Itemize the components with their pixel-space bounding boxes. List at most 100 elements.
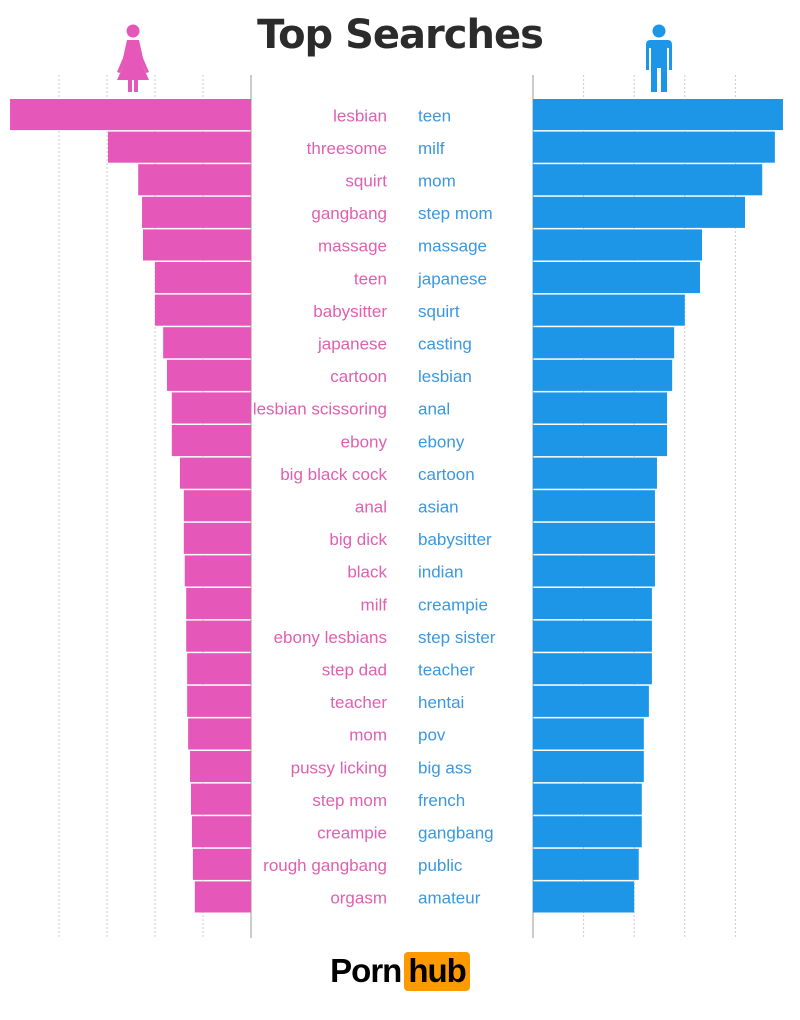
label-male: gangbang bbox=[418, 824, 494, 843]
bar-male-19 bbox=[533, 718, 644, 750]
bar-female-10 bbox=[171, 425, 251, 457]
bar-female-4 bbox=[143, 229, 251, 261]
pornhub-logo: Porn hub bbox=[0, 952, 800, 991]
bar-female-1 bbox=[107, 131, 252, 163]
bar-female-24 bbox=[194, 881, 251, 913]
bar-female-22 bbox=[191, 816, 251, 848]
bar-female-19 bbox=[188, 718, 251, 750]
label-male: indian bbox=[418, 563, 463, 582]
bar-male-5 bbox=[533, 262, 700, 294]
male-icon bbox=[646, 24, 672, 92]
bar-male-17 bbox=[533, 653, 652, 685]
bar-male-13 bbox=[533, 522, 655, 554]
bar-female-12 bbox=[183, 490, 251, 522]
label-female: teen bbox=[354, 269, 387, 288]
bar-female-6 bbox=[155, 294, 251, 326]
label-female: milf bbox=[361, 595, 388, 614]
bar-male-1 bbox=[533, 131, 775, 163]
label-female: pussy licking bbox=[291, 758, 387, 777]
bar-male-18 bbox=[533, 685, 649, 717]
bar-female-16 bbox=[186, 620, 251, 652]
bar-male-14 bbox=[533, 555, 655, 587]
bar-female-9 bbox=[171, 392, 251, 424]
label-female: big dick bbox=[329, 530, 387, 549]
bar-male-20 bbox=[533, 751, 644, 783]
label-female: massage bbox=[318, 237, 387, 256]
label-male: mom bbox=[418, 172, 456, 191]
bar-female-7 bbox=[163, 327, 251, 359]
label-female: big black cock bbox=[280, 465, 387, 484]
label-male: hentai bbox=[418, 693, 464, 712]
bar-male-22 bbox=[533, 816, 642, 848]
bar-male-21 bbox=[533, 783, 642, 815]
label-male: step sister bbox=[418, 628, 496, 647]
label-female: japanese bbox=[317, 335, 387, 354]
label-female: lesbian scissoring bbox=[253, 400, 387, 419]
label-female: step mom bbox=[312, 791, 387, 810]
label-male: cartoon bbox=[418, 465, 475, 484]
bar-female-2 bbox=[138, 164, 251, 196]
bar-female-23 bbox=[192, 848, 251, 880]
logo-part2: hub bbox=[404, 952, 470, 991]
bar-male-4 bbox=[533, 229, 703, 261]
label-female: teacher bbox=[330, 693, 387, 712]
bar-male-10 bbox=[533, 425, 668, 457]
bars bbox=[10, 99, 783, 913]
label-female: black bbox=[347, 563, 387, 582]
bar-male-3 bbox=[533, 196, 746, 228]
bar-female-0 bbox=[10, 99, 252, 131]
bar-male-9 bbox=[533, 392, 668, 424]
bar-male-8 bbox=[533, 359, 673, 391]
bar-male-23 bbox=[533, 848, 639, 880]
bar-male-11 bbox=[533, 457, 657, 489]
logo-part1: Porn bbox=[330, 952, 402, 989]
label-male: creampie bbox=[418, 595, 488, 614]
chart-title: Top Searches bbox=[257, 12, 544, 58]
label-male: teacher bbox=[418, 661, 475, 680]
label-female: babysitter bbox=[313, 302, 387, 321]
label-male: japanese bbox=[417, 269, 487, 288]
bar-male-2 bbox=[533, 164, 763, 196]
label-female: cartoon bbox=[330, 367, 387, 386]
bar-female-3 bbox=[142, 196, 251, 228]
label-female: rough gangbang bbox=[263, 856, 387, 875]
label-female: anal bbox=[355, 498, 387, 517]
labels: lesbian threesome squirt gangbang massage tee… bbox=[253, 106, 496, 907]
label-female: step dad bbox=[322, 661, 387, 680]
label-female: ebony bbox=[341, 432, 388, 451]
label-male: pov bbox=[418, 726, 446, 745]
label-male: big ass bbox=[418, 758, 472, 777]
label-female: squirt bbox=[345, 172, 387, 191]
bar-female-15 bbox=[186, 588, 251, 620]
label-female: creampie bbox=[317, 824, 387, 843]
bar-female-13 bbox=[183, 522, 251, 554]
bar-male-0 bbox=[533, 99, 783, 131]
female-icon bbox=[117, 24, 149, 92]
bar-male-7 bbox=[533, 327, 675, 359]
bar-female-8 bbox=[167, 359, 251, 391]
bar-female-5 bbox=[155, 262, 251, 294]
label-male: step mom bbox=[418, 204, 493, 223]
label-female: threesome bbox=[307, 139, 387, 158]
bar-male-15 bbox=[533, 588, 652, 620]
label-female: ebony lesbians bbox=[274, 628, 387, 647]
label-male: babysitter bbox=[418, 530, 492, 549]
label-male: french bbox=[418, 791, 465, 810]
label-female: orgasm bbox=[330, 889, 387, 908]
bar-female-11 bbox=[179, 457, 251, 489]
label-male: lesbian bbox=[418, 367, 472, 386]
bar-female-18 bbox=[187, 685, 251, 717]
bar-male-24 bbox=[533, 881, 635, 913]
label-female: lesbian bbox=[333, 106, 387, 125]
bar-male-12 bbox=[533, 490, 655, 522]
label-male: anal bbox=[418, 400, 450, 419]
label-female: mom bbox=[349, 726, 387, 745]
bar-male-16 bbox=[533, 620, 652, 652]
bar-female-21 bbox=[191, 783, 251, 815]
label-male: squirt bbox=[418, 302, 460, 321]
label-male: casting bbox=[418, 335, 472, 354]
bar-female-17 bbox=[187, 653, 251, 685]
label-male: asian bbox=[418, 498, 459, 517]
label-male: massage bbox=[418, 237, 487, 256]
